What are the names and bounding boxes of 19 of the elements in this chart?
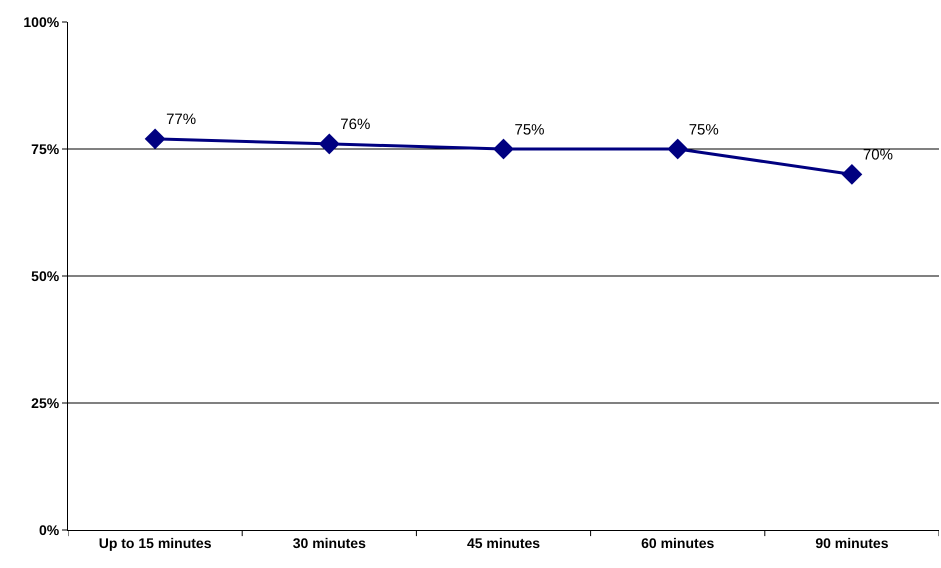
point (144, 128, 166, 150)
x-tick-label: 45 minutes (466, 534, 540, 551)
x-tick-label: 30 minutes (292, 534, 366, 551)
y-tick-label: 100% (23, 14, 60, 30)
data-label: 76% (340, 116, 370, 134)
x-tick-label: Up to 15 minutes (98, 534, 212, 551)
point (842, 164, 862, 185)
point (667, 138, 688, 160)
y-tick-label: 50% (31, 268, 60, 284)
x-tick-label: 60 minutes (641, 534, 714, 551)
y-tick-label: 75% (31, 140, 60, 157)
data-label: 77% (166, 111, 196, 128)
data-label: 75% (514, 121, 545, 138)
y-tick-label: 0% (38, 522, 60, 538)
y-tick-label: 25% (31, 394, 60, 411)
data-label: 75% (688, 121, 719, 138)
x-tick-label: 90 minutes (815, 534, 889, 551)
point (318, 134, 340, 154)
point (493, 138, 514, 160)
